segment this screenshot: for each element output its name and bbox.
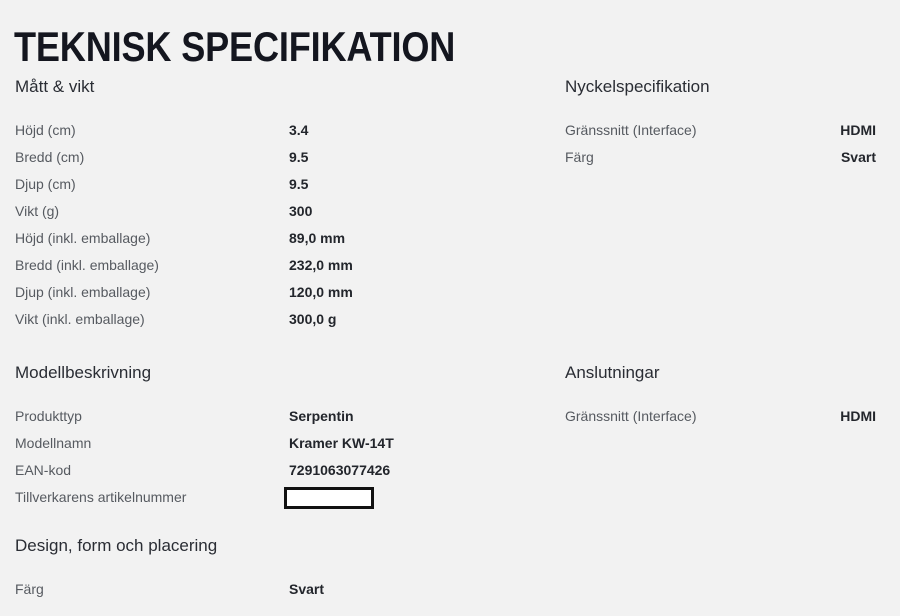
section-anslutningar: Anslutningar Gränssnitt (Interface) HDMI (545, 362, 900, 430)
spec-row-hojd-emballage: Höjd (inkl. emballage) 89,0 mm (0, 225, 545, 252)
artikelnummer-value-box[interactable] (284, 487, 374, 509)
page-title: TEKNISK SPECIFIKATION (14, 23, 456, 71)
spec-row-farg: Färg Svart (545, 144, 900, 171)
section-heading: Nyckelspecifikation (565, 77, 710, 96)
spec-value: 9.5 (289, 149, 309, 165)
spec-row-group: Gränssnitt (Interface) HDMI (545, 403, 900, 430)
spec-value: 9.5 (289, 176, 309, 192)
section-modellbeskrivning: Modellbeskrivning Produkttyp Serpentin M… (0, 362, 545, 511)
spec-row-group: Gränssnitt (Interface) HDMI Färg Svart (545, 117, 900, 171)
spec-row-group: Höjd (cm) 3.4 Bredd (cm) 9.5 Djup (cm) 9… (0, 117, 545, 333)
section-heading: Modellbeskrivning (15, 363, 152, 382)
spec-row-modellnamn: Modellnamn Kramer KW-14T (0, 430, 545, 457)
spec-value: 7291063077426 (289, 462, 391, 478)
spec-value: 120,0 mm (289, 284, 353, 300)
spec-value: 3.4 (289, 122, 309, 138)
spec-label: Färg (565, 149, 594, 165)
spec-row-ean-kod: EAN-kod 7291063077426 (0, 457, 545, 484)
spec-label: Vikt (inkl. emballage) (15, 311, 145, 327)
spec-value: Svart (289, 581, 325, 597)
spec-label: Modellnamn (15, 435, 92, 451)
spec-value: 89,0 mm (289, 230, 346, 246)
spec-value: HDMI (840, 122, 876, 138)
spec-value: HDMI (840, 408, 876, 424)
spec-value: Serpentin (289, 408, 354, 424)
spec-label: Gränssnitt (Interface) (565, 408, 697, 424)
spec-row-hojd-cm: Höjd (cm) 3.4 (0, 117, 545, 144)
spec-label: Djup (cm) (15, 176, 76, 192)
section-matt-och-vikt: Mått & vikt Höjd (cm) 3.4 Bredd (cm) 9.5… (0, 76, 545, 333)
spec-label: Höjd (inkl. emballage) (15, 230, 151, 246)
spec-label: Tillverkarens artikelnummer (15, 489, 187, 505)
spec-label: Bredd (cm) (15, 149, 85, 165)
spec-value: 232,0 mm (289, 257, 353, 273)
spec-row-produkttyp: Produkttyp Serpentin (0, 403, 545, 430)
spec-label: Vikt (g) (15, 203, 60, 219)
spec-label: Djup (inkl. emballage) (15, 284, 151, 300)
spec-label: EAN-kod (15, 462, 72, 478)
spec-value: 300 (289, 203, 313, 219)
section-heading: Anslutningar (565, 363, 660, 382)
section-design-form-placering: Design, form och placering Färg Svart (0, 535, 545, 603)
spec-row-group: Produkttyp Serpentin Modellnamn Kramer K… (0, 403, 545, 511)
spec-row-bredd-emballage: Bredd (inkl. emballage) 232,0 mm (0, 252, 545, 279)
spec-row-vikt-g: Vikt (g) 300 (0, 198, 545, 225)
section-heading: Design, form och placering (15, 536, 218, 555)
section-heading: Mått & vikt (15, 77, 95, 96)
spec-value: 300,0 g (289, 311, 337, 327)
spec-row-group: Färg Svart (0, 576, 545, 603)
spec-label: Gränssnitt (Interface) (565, 122, 697, 138)
section-nyckelspecifikation: Nyckelspecifikation Gränssnitt (Interfac… (545, 76, 900, 171)
spec-row-granssnitt-interface: Gränssnitt (Interface) HDMI (545, 117, 900, 144)
spec-row-farg: Färg Svart (0, 576, 545, 603)
spec-row-tillverkarens-artikelnummer: Tillverkarens artikelnummer (0, 484, 545, 511)
spec-row-djup-cm: Djup (cm) 9.5 (0, 171, 545, 198)
spec-label: Bredd (inkl. emballage) (15, 257, 159, 273)
left-spec-column: Mått & vikt Höjd (cm) 3.4 Bredd (cm) 9.5… (0, 76, 545, 603)
spec-row-bredd-cm: Bredd (cm) 9.5 (0, 144, 545, 171)
spec-row-djup-emballage: Djup (inkl. emballage) 120,0 mm (0, 279, 545, 306)
spec-value: Svart (840, 149, 876, 165)
spec-row-granssnitt-interface: Gränssnitt (Interface) HDMI (545, 403, 900, 430)
spec-label: Produkttyp (15, 408, 82, 424)
spec-row-vikt-emballage: Vikt (inkl. emballage) 300,0 g (0, 306, 545, 333)
right-spec-column: Nyckelspecifikation Gränssnitt (Interfac… (545, 0, 900, 616)
spec-value: Kramer KW-14T (289, 435, 394, 451)
spec-label: Färg (15, 581, 44, 597)
spec-label: Höjd (cm) (15, 122, 76, 138)
